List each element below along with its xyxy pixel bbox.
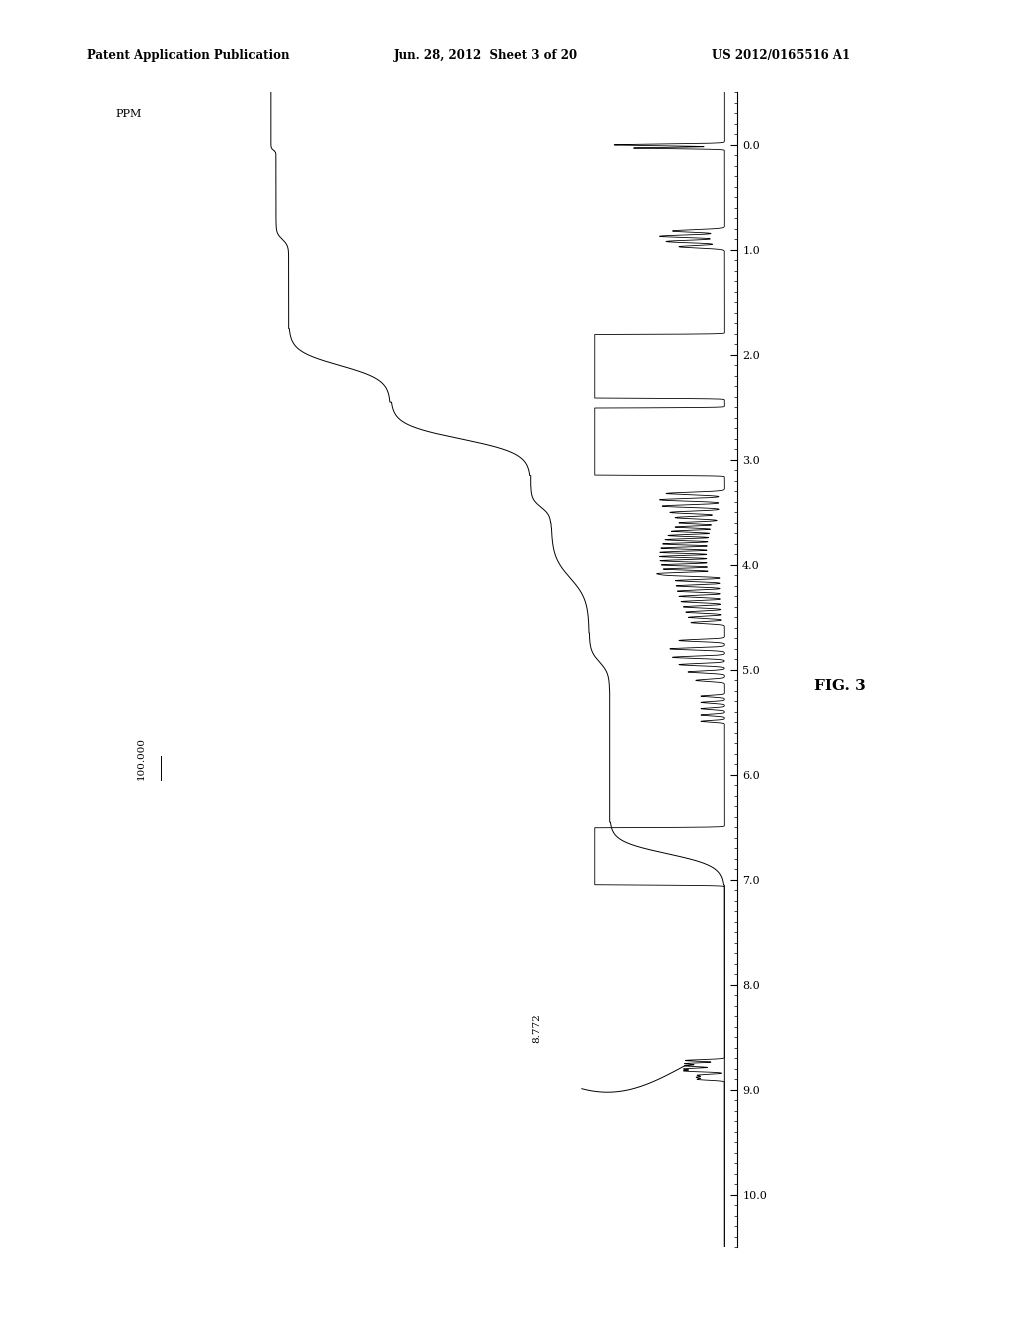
Text: PPM: PPM	[115, 108, 141, 119]
Text: 100.000: 100.000	[137, 737, 145, 780]
Text: FIG. 3: FIG. 3	[814, 680, 866, 693]
Text: Patent Application Publication: Patent Application Publication	[87, 49, 290, 62]
Text: US 2012/0165516 A1: US 2012/0165516 A1	[712, 49, 850, 62]
Text: Jun. 28, 2012  Sheet 3 of 20: Jun. 28, 2012 Sheet 3 of 20	[394, 49, 579, 62]
Text: 8.772: 8.772	[531, 1012, 541, 1043]
